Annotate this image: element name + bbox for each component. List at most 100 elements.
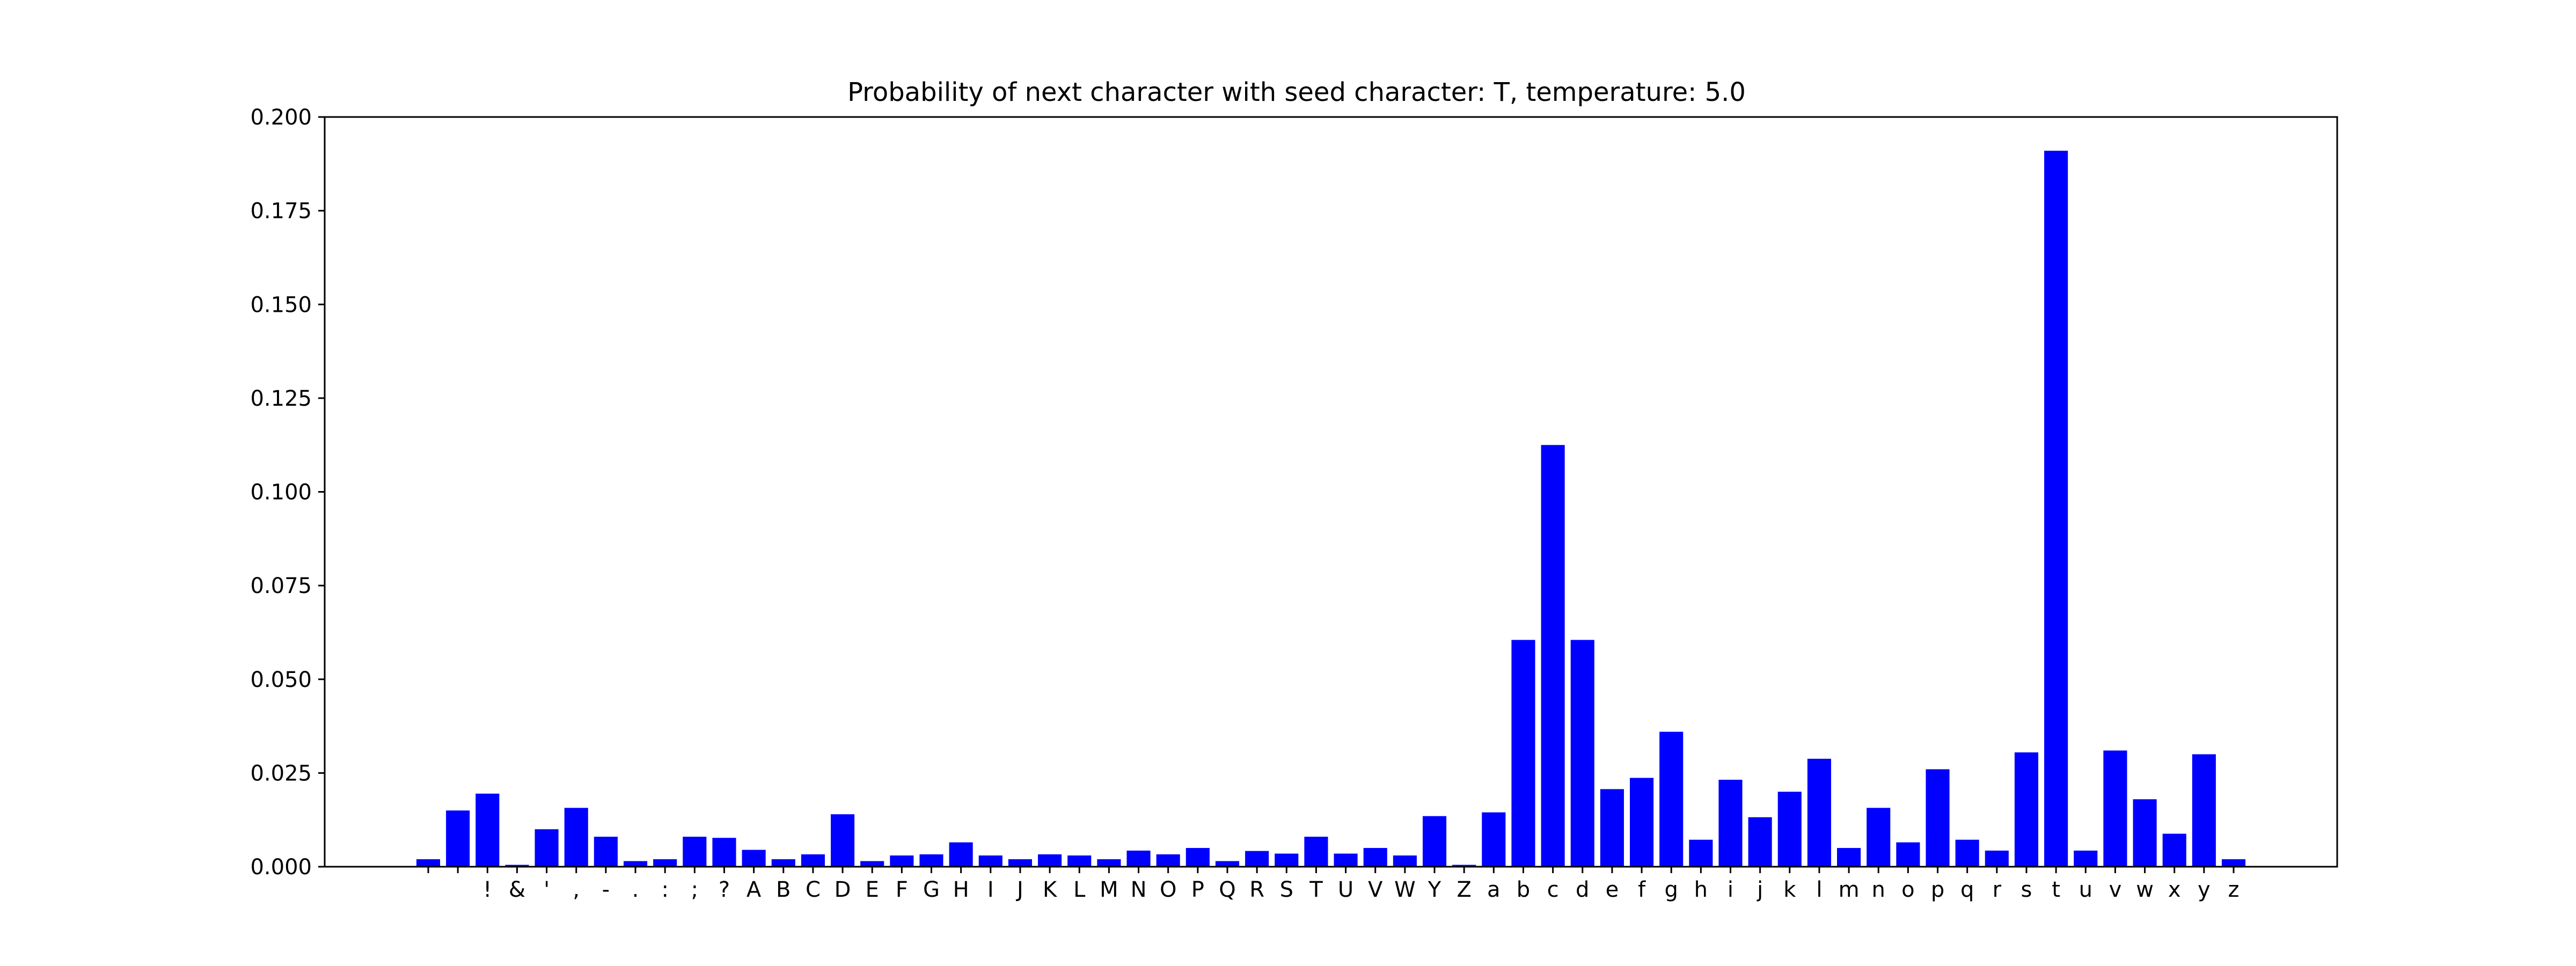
x-tick-label: a <box>1487 877 1501 902</box>
bar <box>683 837 707 867</box>
bar <box>890 855 914 867</box>
bar <box>2014 752 2039 867</box>
x-tick-label: ' <box>544 877 550 902</box>
chart-title: Probability of next character with seed … <box>847 77 1746 107</box>
x-tick-label: H <box>953 877 969 902</box>
bar <box>1629 778 1654 867</box>
x-tick-label: W <box>1394 877 1416 902</box>
bar <box>1659 731 1684 867</box>
x-tick-label: P <box>1191 877 1204 902</box>
bar <box>2192 754 2216 867</box>
bar <box>1185 848 1210 867</box>
bar <box>2074 850 2098 867</box>
x-tick-label: l <box>1816 877 1822 902</box>
x-tick-label: - <box>602 877 610 902</box>
bar <box>1156 854 1180 867</box>
bar <box>771 859 795 867</box>
x-tick-label: G <box>923 877 940 902</box>
x-tick-label: . <box>632 877 639 902</box>
x-tick-label: Q <box>1219 877 1235 902</box>
x-tick-label: o <box>1901 877 1914 902</box>
bar <box>1304 837 1328 867</box>
bar <box>1837 848 1861 867</box>
bar <box>1955 839 1979 867</box>
x-tick-label: S <box>1280 877 1293 902</box>
bar <box>2221 859 2246 867</box>
x-tick-label: Z <box>1457 877 1471 902</box>
x-tick-label: U <box>1338 877 1353 902</box>
bar <box>2133 799 2157 867</box>
x-tick-label: F <box>896 877 908 902</box>
y-tick-label: 0.125 <box>250 386 312 411</box>
y-tick-label: 0.075 <box>250 574 312 598</box>
x-tick-label: ? <box>719 877 730 902</box>
x-tick-label: Y <box>1428 877 1441 902</box>
bar <box>1718 779 1743 867</box>
x-tick-label: ; <box>691 877 698 902</box>
x-tick-label: V <box>1368 877 1383 902</box>
bar <box>978 855 1002 867</box>
bar <box>1748 817 1772 867</box>
x-tick-label: & <box>509 877 525 902</box>
x-tick-label: C <box>806 877 821 902</box>
x-tick-label: j <box>1757 877 1763 902</box>
bar <box>1482 812 1506 867</box>
x-tick-label: d <box>1576 877 1589 902</box>
y-tick-label: 0.150 <box>250 292 312 317</box>
bar <box>564 808 588 867</box>
x-tick-label: K <box>1043 877 1058 902</box>
x-tick-label: b <box>1517 877 1530 902</box>
y-tick-label: 0.200 <box>250 105 312 130</box>
x-tick-label: r <box>1993 877 2002 902</box>
x-tick-label: z <box>2228 877 2240 902</box>
plot-frame <box>324 116 2338 868</box>
x-tick-label: n <box>1872 877 1885 902</box>
x-tick-label: B <box>776 877 791 902</box>
bar <box>949 842 973 867</box>
x-tick-label: f <box>1638 877 1646 902</box>
x-tick-label: T <box>1309 877 1323 902</box>
bar <box>1393 855 1417 867</box>
x-tick-label: I <box>987 877 994 902</box>
x-tick-label: R <box>1249 877 1264 902</box>
bar <box>1422 816 1447 867</box>
bar <box>1363 848 1387 867</box>
bar <box>535 829 559 867</box>
bar <box>1511 640 1535 867</box>
bar <box>2103 750 2127 867</box>
x-tick-label: M <box>1100 877 1118 902</box>
x-tick-label: A <box>747 877 762 902</box>
bar <box>1777 792 1802 867</box>
bar <box>1896 842 1920 867</box>
x-tick-label: J <box>1015 877 1023 902</box>
bar <box>1570 640 1594 867</box>
bar <box>1689 839 1713 867</box>
bar <box>1245 851 1269 867</box>
bar <box>505 865 529 867</box>
x-tick-label: x <box>2168 877 2181 902</box>
bar <box>860 861 884 867</box>
x-tick-label: y <box>2198 877 2211 902</box>
bar <box>1600 789 1624 867</box>
bars-group <box>416 150 2246 867</box>
bar <box>1097 859 1121 867</box>
bar <box>1985 850 2009 867</box>
x-tick-label: t <box>2052 877 2060 902</box>
x-tick-label: s <box>2021 877 2032 902</box>
x-tick-label: E <box>866 877 879 902</box>
x-tick-label: h <box>1694 877 1708 902</box>
bar <box>1867 808 1891 867</box>
bar <box>2162 833 2186 867</box>
y-tick-label: 0.100 <box>250 480 312 505</box>
bar <box>1452 865 1476 867</box>
x-tick-label: i <box>1728 877 1733 902</box>
x-tick-label: w <box>2136 877 2154 902</box>
bar <box>1275 853 1299 867</box>
bar <box>1038 854 1062 867</box>
x-tick-label: O <box>1160 877 1176 902</box>
x-tick-label: v <box>2109 877 2122 902</box>
x-tick-label: : <box>661 877 668 902</box>
y-tick-label: 0.175 <box>250 199 312 224</box>
